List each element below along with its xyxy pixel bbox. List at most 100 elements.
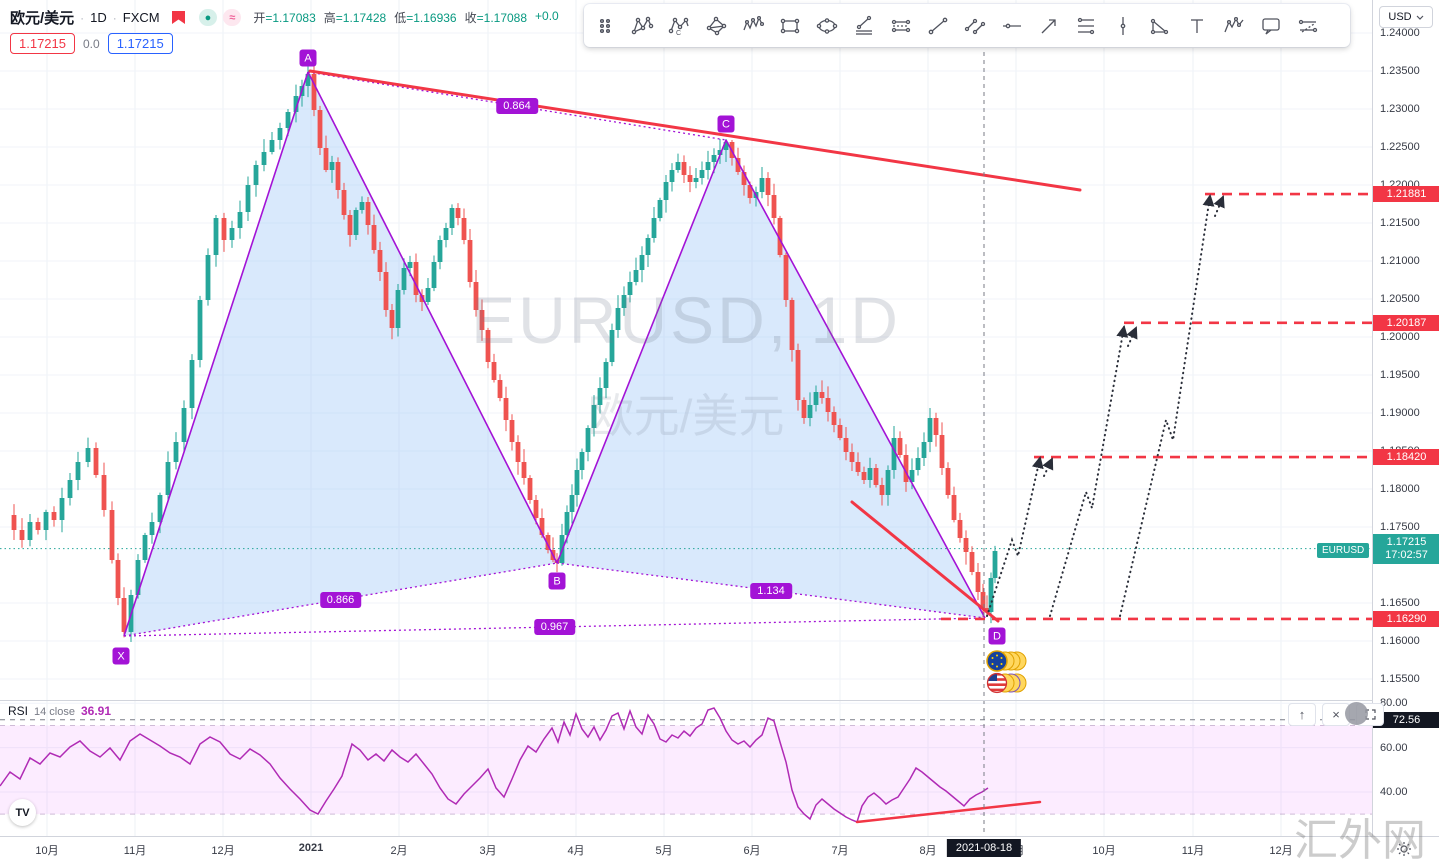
- tool-drag-handle[interactable]: [586, 7, 623, 44]
- tool-callout[interactable]: [1252, 7, 1289, 44]
- time-tick: 11月: [123, 845, 147, 857]
- time-tick: 10月: [1092, 845, 1116, 857]
- interval-label[interactable]: 1D: [90, 10, 107, 25]
- time-tick: 8月: [919, 845, 937, 857]
- pattern-point-a[interactable]: A: [299, 49, 317, 67]
- price-line-symbol-badge: EURUSD: [1317, 543, 1370, 558]
- time-tick: 2021: [298, 842, 324, 854]
- pattern-ratio-label: 0.864: [496, 98, 538, 114]
- pattern-ratio-label: 1.134: [750, 582, 792, 599]
- flag-icon[interactable]: [170, 9, 187, 26]
- currency-dropdown[interactable]: USD: [1379, 6, 1433, 28]
- price-tick: 1.24000: [1380, 27, 1420, 39]
- tool-fib-retracement[interactable]: [1067, 7, 1104, 44]
- drawing-toolbar: C: [584, 4, 1350, 47]
- floating-logo-circle[interactable]: [1345, 702, 1368, 725]
- tool-vertical-line[interactable]: [1104, 7, 1141, 44]
- sell-price-button[interactable]: 1.17215: [10, 33, 75, 54]
- pattern-fill-layer: [124, 72, 985, 636]
- tool-abcd-pattern[interactable]: C: [660, 7, 697, 44]
- tool-cypher-pattern[interactable]: [808, 7, 845, 44]
- chart-canvas[interactable]: [0, 0, 1372, 836]
- tool-elliott-wave[interactable]: [1215, 7, 1252, 44]
- rsi-pane-buttons: ↑ ×: [1288, 703, 1384, 726]
- price-level-badge: 1.18420: [1373, 449, 1439, 466]
- market-status-icon[interactable]: ●: [198, 9, 218, 26]
- price-tick: 1.20500: [1380, 293, 1420, 305]
- tool-triangle[interactable]: [1141, 7, 1178, 44]
- price-tick: 1.22500: [1380, 141, 1420, 153]
- price-tick: 1.17500: [1380, 521, 1420, 533]
- quote-buttons: 1.17215 0.0 1.17215: [10, 33, 173, 54]
- time-tick: 7月: [831, 845, 849, 857]
- symbol-name[interactable]: 欧元/美元: [10, 10, 75, 27]
- pattern-point-x[interactable]: X: [112, 647, 130, 665]
- eur-coin-stack-icon[interactable]: [986, 650, 1032, 672]
- tool-arrow[interactable]: [1030, 7, 1067, 44]
- price-tick: 1.21500: [1380, 217, 1420, 229]
- projection-arrows-layer: [986, 194, 1225, 617]
- time-axis-settings-gear-icon[interactable]: [1396, 841, 1412, 857]
- time-tick: 12月: [1269, 845, 1293, 857]
- price-tick: 1.23000: [1380, 103, 1420, 115]
- price-levels-layer: [941, 192, 1372, 621]
- price-tick: 1.19500: [1380, 369, 1420, 381]
- crosshair-date-badge: 2021-08-18: [946, 839, 1022, 857]
- tool-disjoint-channel[interactable]: [956, 7, 993, 44]
- price-tick: 1.18000: [1380, 483, 1420, 495]
- pattern-point-c[interactable]: C: [717, 115, 735, 133]
- usd-coin-stack-icon[interactable]: [986, 672, 1032, 694]
- tool-triangle-pattern[interactable]: [697, 7, 734, 44]
- time-tick: 12月: [211, 845, 235, 857]
- time-tick: 4月: [567, 845, 585, 857]
- trendlines-layer: [308, 69, 1082, 824]
- time-tick: 11月: [1181, 845, 1205, 857]
- pattern-point-d[interactable]: D: [988, 627, 1006, 645]
- rsi-plot-line: [0, 707, 989, 823]
- pattern-ratio-label: 0.866: [319, 591, 362, 608]
- time-tick: 10月: [35, 845, 59, 857]
- tool-fib-channel[interactable]: [845, 7, 882, 44]
- price-tick: 1.16500: [1380, 597, 1420, 609]
- move-pane-up-button[interactable]: ↑: [1288, 703, 1316, 726]
- time-tick: 2月: [390, 845, 408, 857]
- rsi-hline-badge: 72.56: [1373, 711, 1439, 728]
- change-value: +0.0: [535, 9, 559, 23]
- spread-value: 0.0: [83, 36, 100, 51]
- exchange-label[interactable]: FXCM: [122, 10, 160, 25]
- rsi-tick: 60.00: [1380, 741, 1408, 754]
- ohlc-values: 开=1.17083 高=1.17428 低=1.16936 收=1.17088 …: [253, 9, 559, 25]
- chevron-down-icon: [1416, 15, 1424, 20]
- pattern-ratio-label: 0.967: [533, 619, 576, 635]
- approx-price-icon[interactable]: ≈: [223, 9, 242, 26]
- price-tick: 1.15500: [1380, 673, 1420, 685]
- tool-long-position[interactable]: [1289, 7, 1326, 44]
- tool-xabcd-pattern[interactable]: [623, 7, 660, 44]
- price-level-badge: 1.16290: [1373, 610, 1439, 627]
- rsi-legend[interactable]: RSI 14 close 36.91: [8, 704, 112, 718]
- current-price-badge: 1.17215 17:02:57: [1373, 533, 1439, 564]
- pattern-point-b[interactable]: B: [548, 572, 566, 590]
- time-tick: 5月: [655, 845, 673, 857]
- buy-price-button[interactable]: 1.17215: [107, 33, 173, 54]
- tool-parallel-channel[interactable]: [882, 7, 919, 44]
- price-tick: 1.23500: [1380, 65, 1420, 77]
- tool-horizontal-line[interactable]: [993, 7, 1030, 44]
- price-axis[interactable]: USD 1.24000 1.23500 1.23000 1.22500 1.22000 1…: [1372, 0, 1439, 836]
- tool-rectangle-pattern[interactable]: [771, 7, 808, 44]
- price-level-badge: 1.21881: [1373, 186, 1439, 203]
- tool-text[interactable]: [1178, 7, 1215, 44]
- price-level-badge: 1.20187: [1373, 314, 1439, 331]
- rsi-layer: [0, 707, 1372, 823]
- tool-trend-line[interactable]: [919, 7, 956, 44]
- price-tick: 1.19000: [1380, 407, 1420, 419]
- price-tick: 1.16000: [1380, 635, 1420, 647]
- tool-three-drives-pattern[interactable]: [734, 7, 771, 44]
- time-tick: 6月: [743, 845, 761, 857]
- rsi-tick: 80.00: [1380, 697, 1408, 710]
- tradingview-logo[interactable]: TV: [9, 799, 36, 826]
- time-axis[interactable]: 10月11月12月20212月3月4月5月6月7月8月9月10月11月12月 2…: [0, 836, 1439, 860]
- svg-text:C: C: [676, 30, 681, 37]
- currency-event-icons[interactable]: [986, 650, 1032, 694]
